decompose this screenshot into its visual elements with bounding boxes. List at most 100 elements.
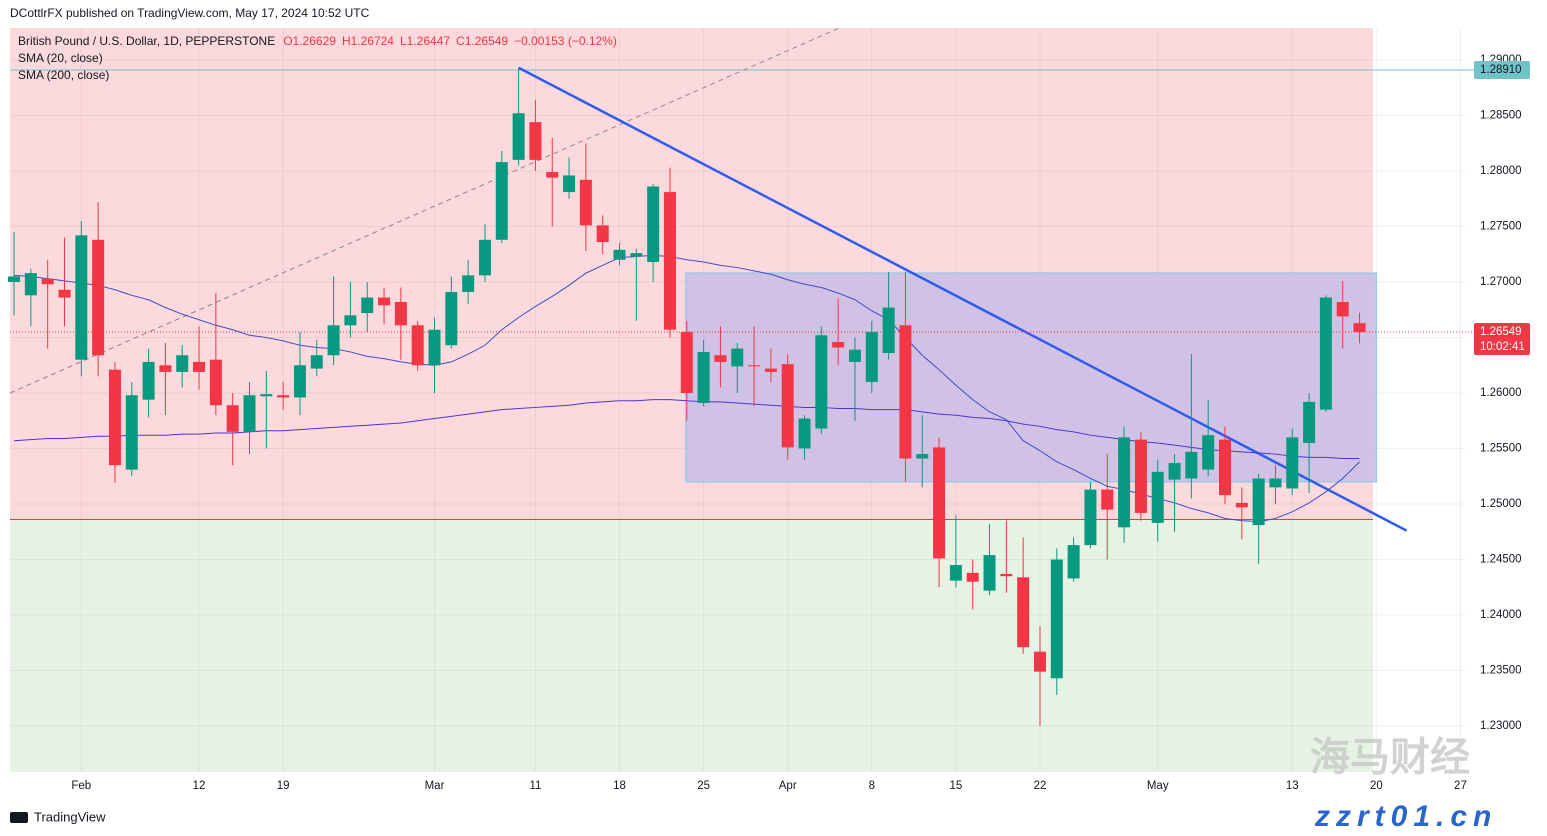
candle-body — [193, 361, 206, 372]
y-tick-label: 1.25000 — [1480, 498, 1522, 510]
candle-body — [630, 253, 643, 257]
countdown-label: 10:02:41 — [1480, 341, 1525, 353]
candle-body — [243, 395, 256, 432]
y-tick-label: 1.23000 — [1480, 720, 1522, 732]
candle-body — [1185, 451, 1198, 479]
ohlc-value: O1.26629 — [283, 34, 336, 48]
y-tick-label: 1.24000 — [1480, 609, 1522, 621]
resistance-label: 1.28910 — [1480, 64, 1522, 76]
candle-body — [108, 369, 121, 466]
candle-body — [495, 162, 508, 240]
last-price-label: 1.26549 — [1480, 326, 1522, 338]
axes: 1.23000 1.23500 1.24000 1.24500 1.25000 1.255… — [71, 54, 1530, 792]
y-tick-label: 1.27000 — [1480, 276, 1522, 288]
y-tick-label: 1.27500 — [1480, 221, 1522, 233]
candle-body — [411, 325, 424, 366]
symbol-title: British Pound / U.S. Dollar, 1D, PEPPERS… — [18, 34, 275, 48]
candle-body — [394, 301, 407, 326]
x-tick-label: Feb — [71, 780, 91, 792]
candle-body — [92, 239, 105, 356]
candle-body — [663, 192, 676, 330]
x-tick-label: 15 — [949, 780, 962, 792]
trendline — [518, 66, 1408, 532]
candle-body — [1151, 471, 1164, 523]
resistance-label-box — [1474, 60, 1530, 79]
candle-body — [41, 278, 54, 285]
candle-body — [512, 113, 525, 160]
plot — [8, 67, 1366, 727]
candle-body — [882, 307, 895, 354]
candle-body — [445, 291, 458, 346]
x-tick-label: 22 — [1034, 780, 1047, 792]
candle-body — [75, 235, 88, 360]
dashed-channel-line — [9, 27, 841, 394]
candle-body — [310, 355, 323, 369]
candle-body — [983, 555, 996, 591]
candle-body — [1084, 489, 1097, 546]
ohlc-value: −0.00153 (−0.12%) — [514, 34, 617, 48]
publisher: DCottlrFX published on TradingView.com, … — [10, 6, 370, 20]
x-tick-label: 18 — [613, 780, 626, 792]
x-tick-label: 12 — [193, 780, 206, 792]
candle-body — [1067, 545, 1080, 579]
candle-body — [529, 122, 542, 160]
candle-body — [8, 276, 21, 282]
candle-body — [613, 249, 626, 260]
candle-body — [277, 395, 290, 398]
candle-body — [798, 418, 811, 449]
candle-body — [781, 364, 794, 448]
candle-body — [1252, 478, 1265, 526]
footer-logo: TradingView — [10, 809, 106, 824]
footer-brand[interactable]: TradingView — [34, 809, 106, 824]
candle-body — [933, 447, 946, 559]
candle-body — [1000, 573, 1013, 577]
candle-body — [1134, 439, 1147, 513]
candle-body — [344, 315, 357, 326]
candle-body — [176, 355, 189, 372]
candle-body — [1319, 297, 1332, 410]
candle-body — [899, 325, 912, 459]
candle-body — [1033, 651, 1046, 672]
candle-body — [142, 361, 155, 400]
candle-body — [361, 297, 374, 314]
candle-body — [579, 179, 592, 226]
support-zone — [10, 519, 1373, 772]
candle-body — [546, 172, 559, 178]
candle-body — [647, 186, 660, 263]
last-price-box — [1474, 323, 1530, 356]
candle-body — [1235, 502, 1248, 508]
candle-body — [209, 359, 222, 406]
candle-body — [260, 394, 273, 397]
x-tick-label: 11 — [529, 780, 541, 792]
x-tick-label: 8 — [869, 780, 875, 792]
candle-body — [478, 239, 491, 276]
candle-body — [714, 355, 727, 362]
candle-body — [815, 335, 828, 429]
candle-body — [916, 454, 929, 459]
legend-sma20: SMA (20, close) — [18, 51, 103, 65]
candle-body — [1202, 435, 1215, 470]
ohlc-legend: O1.26629 H1.26724 L1.26447 C1.26549 −0.00153… — [283, 34, 617, 48]
candle-body — [1269, 478, 1282, 488]
candle-body — [1303, 401, 1316, 443]
x-tick-label: 13 — [1286, 780, 1299, 792]
candle-body — [1286, 437, 1299, 489]
x-tick-label: 27 — [1454, 780, 1467, 792]
candle-body — [125, 395, 138, 470]
legend-sma200: SMA (200, close) — [18, 68, 109, 82]
candle-body — [1353, 323, 1366, 333]
candle-body — [293, 365, 306, 398]
x-tick-label: Mar — [425, 780, 445, 792]
candle-body — [1101, 489, 1114, 510]
candle-body — [949, 565, 962, 581]
candle-body — [966, 572, 979, 582]
candle-body — [1218, 439, 1231, 496]
candle-body — [731, 348, 744, 367]
y-tick-label: 1.28000 — [1480, 165, 1522, 177]
candle-body — [226, 405, 239, 432]
candle-body — [563, 175, 576, 193]
candle-body — [428, 329, 441, 366]
x-tick-label: May — [1147, 780, 1169, 792]
candle-body — [462, 275, 475, 292]
ohlc-value: C1.26549 — [456, 34, 508, 48]
